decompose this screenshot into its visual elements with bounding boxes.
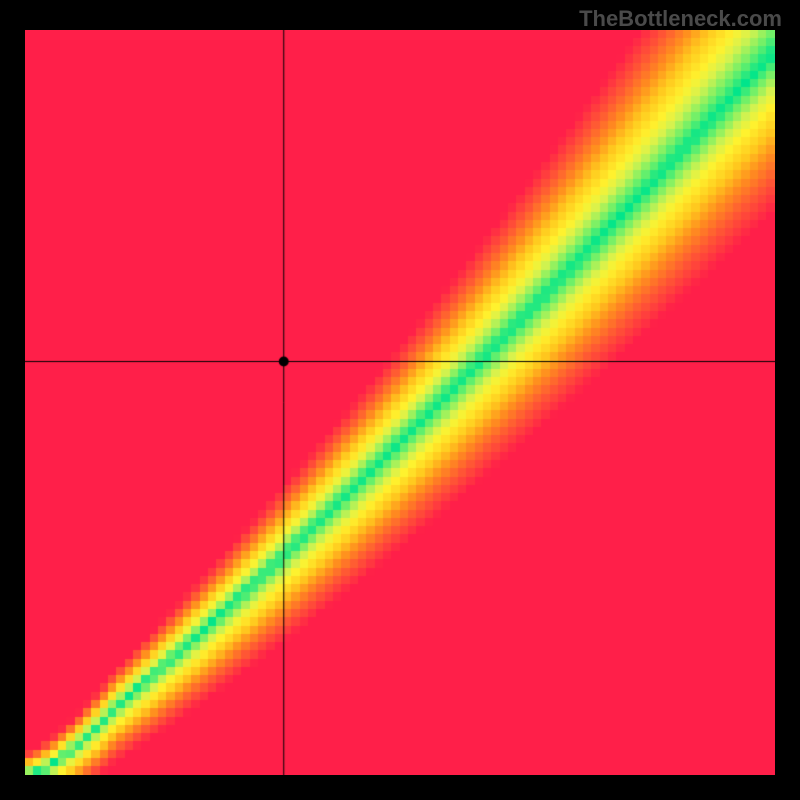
- watermark-text: TheBottleneck.com: [579, 6, 782, 32]
- bottleneck-heatmap: [25, 30, 775, 775]
- heatmap-canvas: [25, 30, 775, 775]
